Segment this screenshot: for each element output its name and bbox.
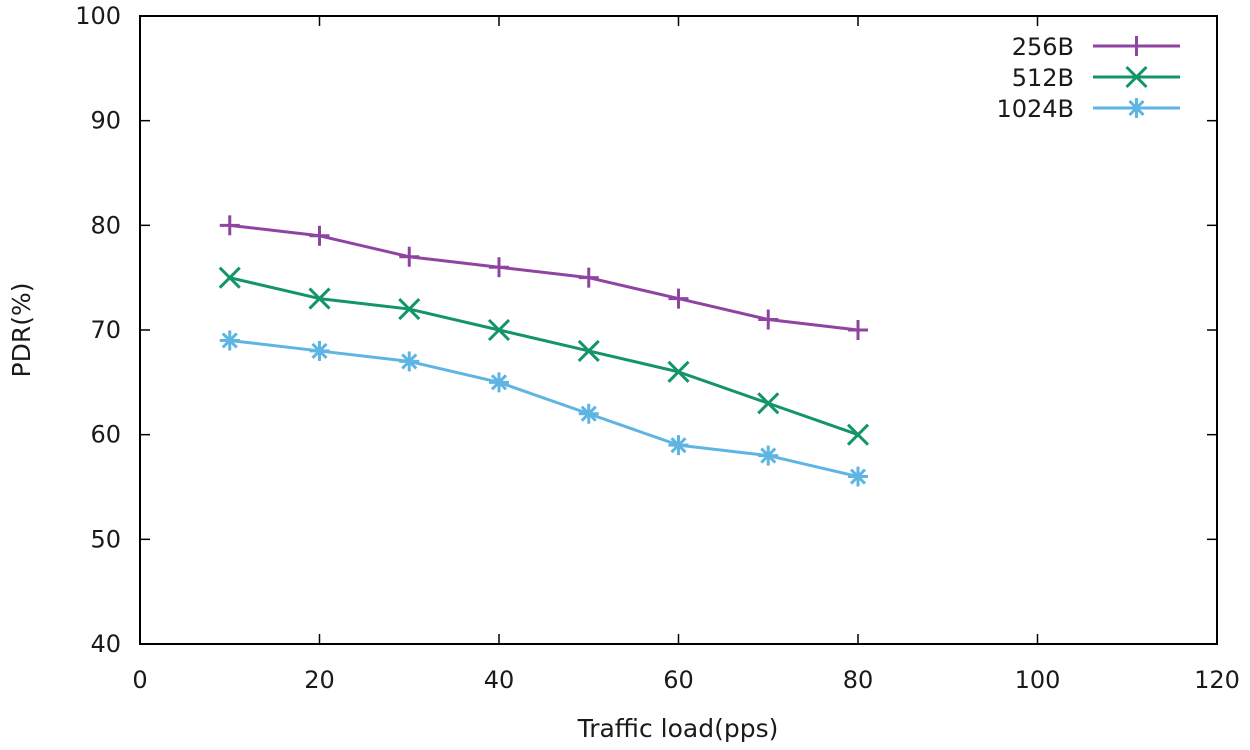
series-512B: [218, 266, 870, 446]
marker-stroke: [311, 342, 328, 359]
data-point-256B: [219, 215, 240, 236]
marker-stroke: [757, 392, 780, 415]
legend-label-256B: 256B: [1012, 33, 1074, 61]
y-tick-label: 60: [90, 421, 121, 449]
data-point-256B: [578, 267, 599, 288]
x-tick-label: 40: [484, 666, 515, 694]
marker-stroke: [667, 360, 690, 383]
data-point-256B: [668, 288, 689, 309]
marker-stroke: [398, 298, 421, 321]
series-line-1024B: [229, 338, 859, 478]
data-point-512B: [398, 298, 421, 321]
marker-stroke: [487, 318, 511, 342]
y-tick-label: 50: [90, 525, 121, 553]
y-tick-label: 70: [90, 316, 121, 344]
data-point-256B: [309, 225, 330, 246]
legend-marker-1024B: [1126, 98, 1147, 118]
marker-stroke: [580, 405, 597, 422]
marker-stroke: [577, 339, 600, 362]
series-line-512B: [229, 276, 859, 437]
data-point-512B: [667, 360, 690, 383]
marker-stroke: [1125, 65, 1148, 89]
x-tick-label: 60: [663, 666, 694, 694]
legend-marker-256B: [1126, 36, 1147, 56]
marker-stroke: [218, 266, 241, 289]
data-point-256B: [848, 320, 868, 340]
data-point-1024B: [219, 330, 240, 351]
x-tick-label: 80: [843, 666, 874, 694]
y-tick-label: 80: [90, 211, 121, 239]
series-256B: [219, 215, 868, 340]
marker-stroke: [221, 332, 238, 349]
data-point-512B: [757, 392, 780, 415]
data-point-512B: [218, 266, 241, 289]
data-point-512B: [308, 287, 331, 310]
data-point-1024B: [668, 435, 689, 456]
data-point-1024B: [848, 466, 868, 487]
legend-label-1024B: 1024B: [996, 95, 1074, 123]
series-layer: [218, 215, 870, 487]
data-point-512B: [577, 339, 600, 362]
x-tick-labels: 0 20 40 60 80 100 120: [132, 666, 1240, 694]
y-tick-label: 90: [90, 107, 121, 135]
data-point-512B: [846, 423, 870, 446]
marker-stroke: [490, 374, 508, 391]
x-tick-label: 0: [132, 666, 147, 694]
tick-group: [139, 15, 1218, 645]
data-point-256B: [399, 246, 420, 267]
data-point-256B: [758, 309, 779, 330]
data-point-1024B: [578, 403, 599, 424]
data-point-1024B: [758, 445, 779, 466]
data-point-1024B: [309, 340, 330, 361]
y-tick-label: 100: [75, 2, 121, 30]
y-tick-label: 40: [90, 630, 121, 658]
marker-stroke: [670, 437, 687, 454]
marker-stroke: [401, 353, 418, 370]
y-tick-labels: 40 50 60 70 80 90 100: [75, 2, 121, 658]
data-point-1024B: [399, 351, 420, 372]
x-axis-label: Traffic load(pps): [577, 714, 779, 743]
marker-stroke: [846, 423, 870, 446]
marker-stroke: [1128, 99, 1145, 117]
x-tick-label: 120: [1194, 666, 1240, 694]
marker-stroke: [760, 447, 777, 464]
marker-stroke: [849, 468, 867, 485]
y-axis-label: PDR(%): [7, 283, 36, 378]
x-tick-label: 100: [1015, 666, 1061, 694]
legend-marker-512B: [1125, 65, 1148, 89]
legend-label-512B: 512B: [1012, 64, 1074, 92]
data-point-1024B: [489, 372, 509, 393]
series-line-256B: [229, 223, 859, 332]
legend: 256B 512B 1024B: [996, 33, 1180, 123]
data-point-512B: [487, 318, 511, 342]
data-point-256B: [489, 257, 509, 278]
marker-stroke: [308, 287, 331, 310]
series-1024B: [219, 330, 868, 487]
x-tick-label: 20: [304, 666, 335, 694]
